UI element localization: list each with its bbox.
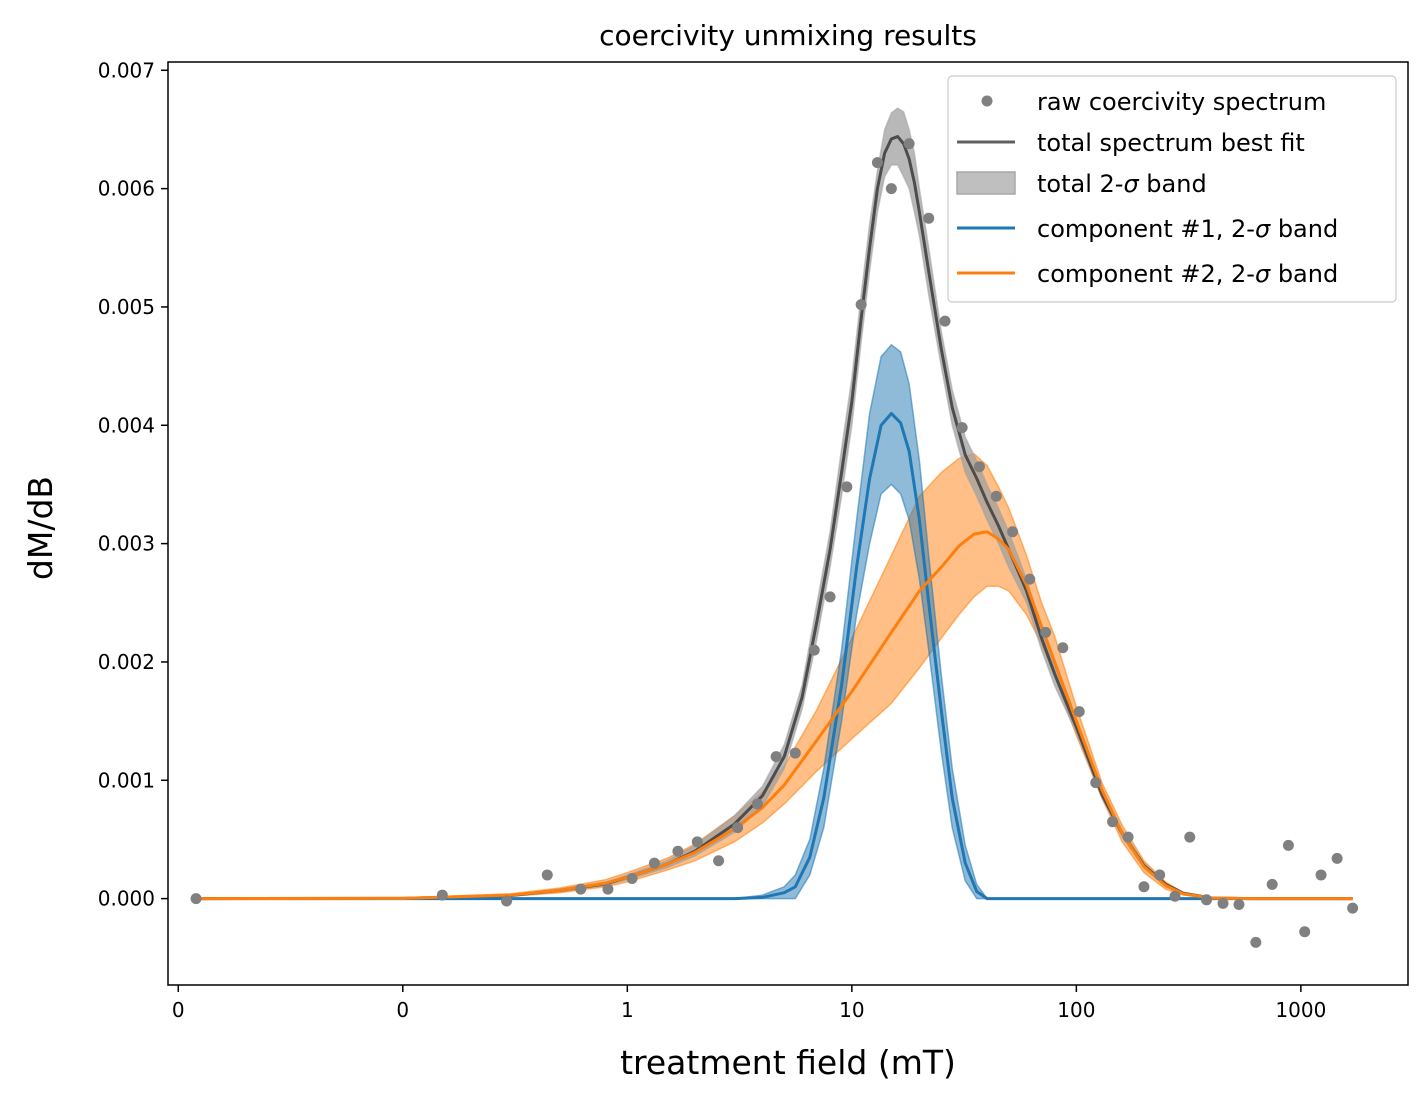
y-axis-title: dM/dB [21, 476, 60, 580]
raw-data-point [1007, 526, 1019, 538]
raw-data-point [1154, 869, 1166, 881]
legend-label: component #1, 2-σ band [1037, 215, 1338, 243]
raw-data-point [824, 591, 836, 603]
x-axis: 0 0 1 10 100 1000 [172, 985, 1326, 1022]
legend: raw coercivity spectrum total spectrum be… [947, 75, 1397, 303]
x-tick-label: 10 [839, 998, 864, 1022]
raw-data-point [713, 855, 725, 867]
plot-inner [190, 107, 1359, 948]
raw-data-point [1122, 831, 1134, 843]
chart-title: coercivity unmixing results [599, 19, 977, 52]
legend-box [947, 75, 1397, 303]
plot-area [190, 107, 1359, 948]
plot-frame [167, 61, 1409, 986]
raw-data-point [1057, 642, 1069, 654]
raw-data-point [770, 751, 782, 763]
y-tick-label: 0.004 [98, 413, 155, 437]
raw-data-point [602, 883, 614, 895]
raw-data-point [1138, 881, 1150, 893]
y-tick-label: 0.001 [98, 768, 155, 792]
raw-data-point [1073, 706, 1085, 718]
raw-data-point [1250, 936, 1262, 948]
raw-data-point [871, 157, 883, 169]
raw-data-point [648, 857, 660, 869]
raw-data-point [1282, 839, 1294, 851]
legend-label: component #2, 2-σ band [1037, 260, 1338, 288]
raw-data-point [923, 212, 935, 224]
raw-data-point [1024, 573, 1036, 585]
raw-data-point [691, 836, 703, 848]
x-tick-label: 0 [172, 998, 185, 1022]
x-tick-label: 0 [396, 998, 409, 1022]
raw-data-point [575, 883, 587, 895]
raw-data-point [732, 822, 744, 834]
confidence-band-1 [196, 452, 1353, 900]
raw-data-point [541, 869, 553, 881]
raw-data-point [1169, 890, 1181, 902]
raw-data-point [436, 889, 448, 901]
legend-marker [981, 95, 993, 107]
y-tick-label: 0.007 [98, 58, 155, 82]
raw-data-point [1201, 894, 1213, 906]
legend-patch [956, 171, 1016, 195]
y-axis: 0.000 0.001 0.002 0.003 0.004 0.005 0.006 0.007 [98, 58, 168, 911]
series-line-2 [196, 411, 1353, 901]
confidence-band-2 [196, 343, 1353, 900]
x-tick-label: 1 [621, 998, 634, 1022]
confidence-band-3 [196, 107, 1353, 900]
y-tick-label: 0.002 [98, 650, 155, 674]
y-tick-label: 0.003 [98, 532, 155, 556]
raw-data-point [1090, 777, 1102, 789]
legend-label: raw coercivity spectrum [1037, 88, 1326, 116]
raw-data-point [973, 461, 985, 473]
raw-data-point [1233, 899, 1245, 911]
y-tick-label: 0.005 [98, 295, 155, 319]
raw-data-point [626, 873, 638, 884]
raw-data-point [190, 893, 202, 905]
raw-data-point [885, 183, 897, 195]
x-tick-label: 1000 [1275, 998, 1326, 1022]
legend-label: total spectrum best fit [1037, 129, 1305, 157]
raw-data-point [808, 644, 820, 656]
raw-data-point [672, 845, 684, 857]
raw-data-point [903, 138, 915, 150]
x-tick-label: 100 [1057, 998, 1095, 1022]
raw-data-point [1266, 878, 1278, 890]
raw-data-point [1331, 852, 1343, 864]
raw-data-point [855, 299, 867, 311]
raw-data-point [1299, 926, 1311, 938]
raw-data-point [1107, 816, 1119, 828]
raw-data-point [1184, 831, 1196, 843]
raw-data-point [956, 422, 968, 434]
raw-data-point [1040, 626, 1052, 638]
raw-data-point [990, 490, 1002, 502]
x-axis-title: treatment field (mT) [620, 1043, 956, 1082]
raw-data-point [1217, 897, 1229, 909]
raw-data-point [841, 481, 853, 493]
legend-label: total 2-σ band [1037, 170, 1207, 198]
y-tick-label: 0.000 [98, 887, 155, 911]
raw-data-point [1347, 902, 1359, 914]
raw-data-point [789, 747, 801, 759]
y-tick-label: 0.006 [98, 177, 155, 201]
raw-data-point [501, 895, 513, 907]
raw-data-point [1315, 869, 1327, 881]
raw-data-point [939, 315, 951, 327]
raw-data-point [751, 798, 763, 810]
